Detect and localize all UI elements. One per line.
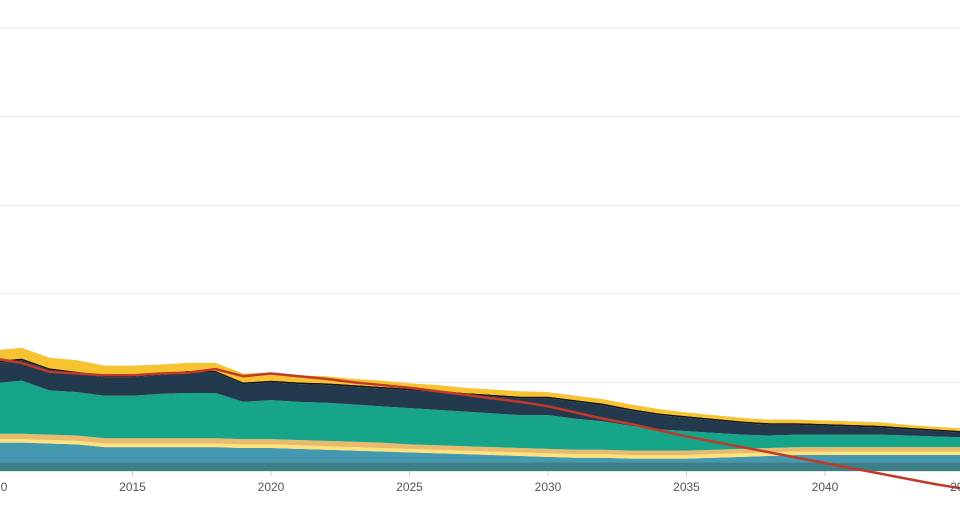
area-series-1 — [0, 462, 960, 471]
area-series-6 — [0, 360, 960, 438]
x-tick-label: 2015 — [119, 480, 146, 494]
area-series-8 — [0, 347, 960, 431]
area-series-2 — [0, 442, 960, 463]
line-series-group — [0, 358, 960, 490]
x-axis: 2010 2015 2020 2025 2030 2035 2040 2045 — [0, 471, 960, 494]
x-tick-label: 2030 — [535, 480, 562, 494]
x-tick-label: 2010 — [0, 480, 8, 494]
x-tick-label: 2020 — [258, 480, 285, 494]
x-tick-label: 2040 — [812, 480, 839, 494]
area-series-5 — [0, 380, 960, 451]
area-series-4 — [0, 433, 960, 456]
x-tick-label: 2045 — [950, 480, 960, 494]
area-series-group — [0, 347, 960, 471]
x-tick-label: 2025 — [396, 480, 423, 494]
x-tick-label: 2035 — [673, 480, 700, 494]
line-series-1 — [0, 358, 960, 490]
